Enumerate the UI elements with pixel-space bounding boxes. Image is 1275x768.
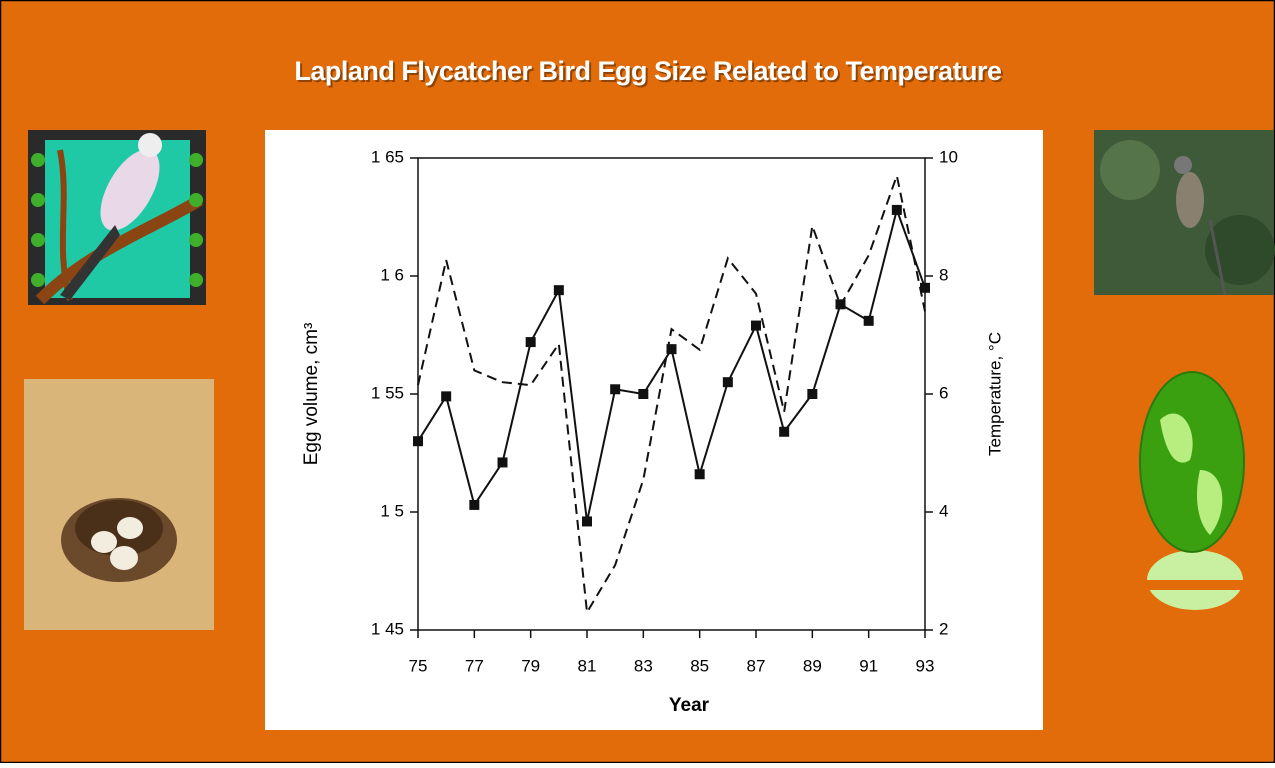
data-point xyxy=(413,436,423,446)
y2-tick-label: 4 xyxy=(939,501,948,520)
data-point xyxy=(610,384,620,394)
y2-tick-label: 8 xyxy=(939,265,948,284)
data-point xyxy=(807,389,817,399)
x-tick-label: 87 xyxy=(747,656,766,675)
data-point xyxy=(751,321,761,331)
data-point xyxy=(864,316,874,326)
x-tick-label: 83 xyxy=(634,656,653,675)
data-point xyxy=(892,205,902,215)
data-point xyxy=(441,391,451,401)
chart-title: Lapland Flycatcher Bird Egg Size Related… xyxy=(294,56,1002,86)
y2-tick-label: 10 xyxy=(939,147,958,166)
bird-photo xyxy=(1094,130,1275,295)
data-point xyxy=(723,377,733,387)
y-axis-label: Egg volume, cm³ xyxy=(301,323,322,466)
data-point xyxy=(582,516,592,526)
y-tick-label: 1 5 xyxy=(380,501,404,520)
x-tick-label: 91 xyxy=(859,656,878,675)
x-tick-label: 77 xyxy=(465,656,484,675)
data-point xyxy=(498,457,508,467)
data-point xyxy=(469,500,479,510)
y-tick-label: 1 6 xyxy=(380,265,404,284)
y2-axis-label: Temperature, °C xyxy=(985,332,1004,456)
globe-egg xyxy=(1140,372,1250,610)
x-tick-label: 85 xyxy=(690,656,709,675)
x-tick-label: 93 xyxy=(916,656,935,675)
x-tick-label: 89 xyxy=(803,656,822,675)
y-tick-label: 1 55 xyxy=(371,383,404,402)
x-axis-label: Year xyxy=(669,695,710,716)
nest-photo xyxy=(24,379,214,630)
y-tick-label: 1 65 xyxy=(371,147,404,166)
data-point xyxy=(779,427,789,437)
y-tick-label: 1 45 xyxy=(371,619,404,638)
data-point xyxy=(638,389,648,399)
y2-tick-label: 6 xyxy=(939,383,948,402)
x-tick-label: 79 xyxy=(521,656,540,675)
data-point xyxy=(554,285,564,295)
bird-illustration xyxy=(28,130,206,305)
data-point xyxy=(526,337,536,347)
y2-tick-label: 2 xyxy=(939,619,948,638)
slide: Lapland Flycatcher Bird Egg Size Related… xyxy=(0,0,1275,763)
x-tick-label: 81 xyxy=(578,656,597,675)
data-point xyxy=(695,469,705,479)
x-tick-label: 75 xyxy=(409,656,428,675)
chart-area xyxy=(265,130,1043,730)
